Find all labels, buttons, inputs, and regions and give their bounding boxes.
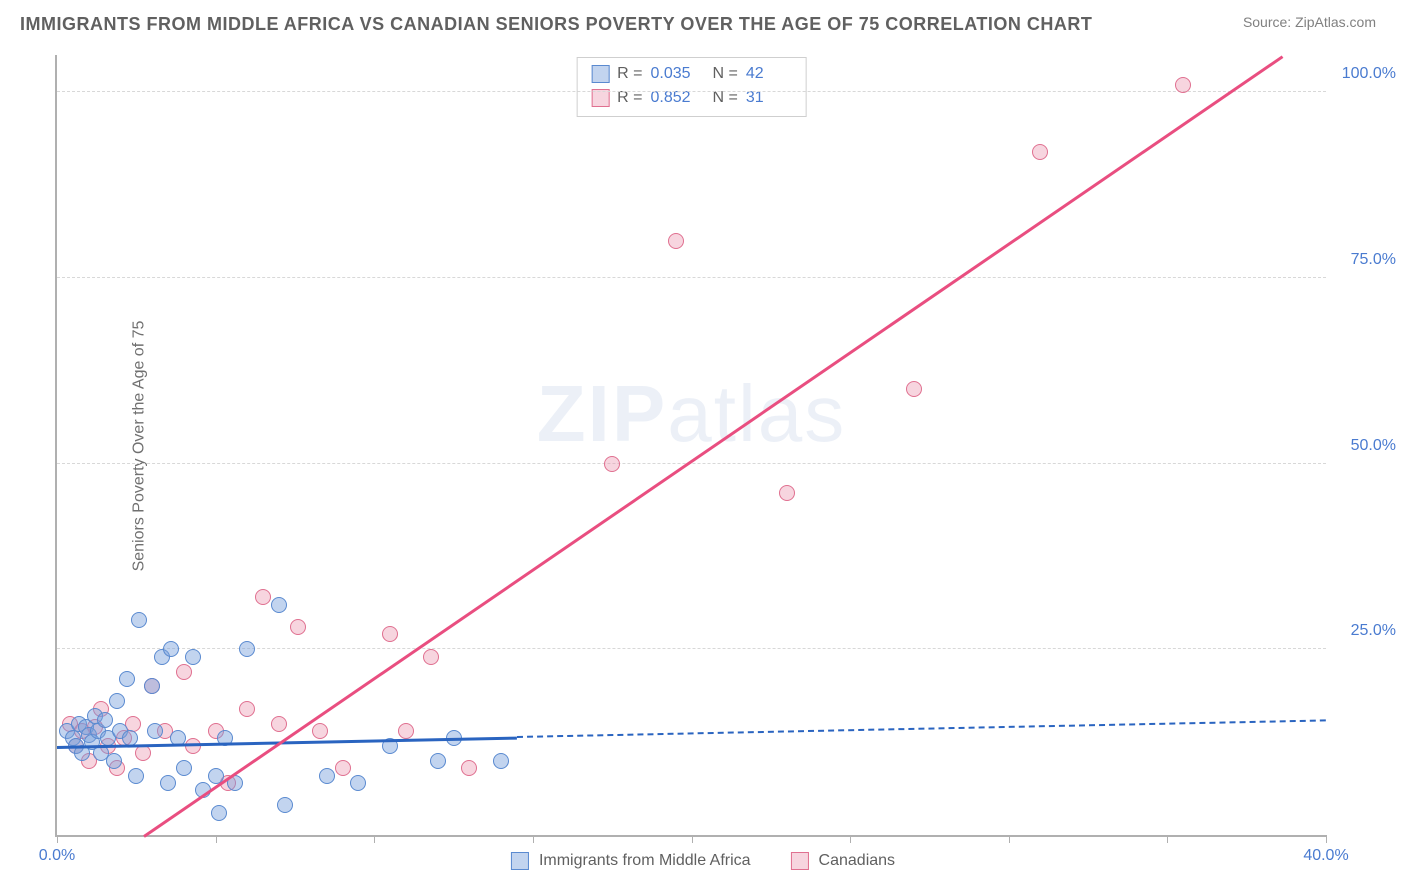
legend-n-value: 42	[746, 62, 792, 86]
legend-r-label: R =	[617, 86, 642, 110]
data-point-blue	[185, 649, 201, 665]
legend-n-label: N =	[713, 62, 738, 86]
x-tick-label: 0.0%	[39, 847, 75, 865]
legend-r-label: R =	[617, 62, 642, 86]
x-tick	[1326, 835, 1327, 843]
data-point-blue	[319, 768, 335, 784]
legend-r-value: 0.035	[651, 62, 697, 86]
data-point-pink	[423, 649, 439, 665]
data-point-pink	[135, 745, 151, 761]
scatter-plot: ZIPatlas R =0.035N =42R =0.852N =31 25.0…	[55, 55, 1326, 837]
data-point-blue	[147, 723, 163, 739]
x-tick	[374, 835, 375, 843]
legend-swatch-blue	[591, 65, 609, 83]
y-tick-label: 25.0%	[1351, 622, 1396, 640]
data-point-pink	[398, 723, 414, 739]
series-legend: Immigrants from Middle Africa Canadians	[511, 852, 895, 870]
y-tick-label: 75.0%	[1351, 251, 1396, 269]
chart-area: ZIPatlas R =0.035N =42R =0.852N =31 25.0…	[55, 55, 1326, 837]
data-point-blue	[430, 753, 446, 769]
data-point-pink	[779, 485, 795, 501]
data-point-blue	[106, 753, 122, 769]
data-point-pink	[1032, 144, 1048, 160]
legend-label: Canadians	[819, 852, 896, 870]
x-tick-label: 40.0%	[1303, 847, 1348, 865]
data-point-pink	[461, 760, 477, 776]
watermark: ZIPatlas	[537, 368, 846, 460]
data-point-blue	[350, 775, 366, 791]
x-tick	[216, 835, 217, 843]
data-point-blue	[163, 641, 179, 657]
x-tick	[57, 835, 58, 843]
data-point-pink	[271, 716, 287, 732]
data-point-pink	[382, 626, 398, 642]
legend-label: Immigrants from Middle Africa	[539, 852, 751, 870]
gridline	[57, 277, 1326, 278]
source-attribution: Source: ZipAtlas.com	[1243, 14, 1376, 30]
data-point-pink	[335, 760, 351, 776]
data-point-pink	[906, 381, 922, 397]
data-point-pink	[1175, 77, 1191, 93]
x-tick	[1167, 835, 1168, 843]
legend-row: R = 0.852 N = 31	[591, 86, 792, 110]
x-tick	[692, 835, 693, 843]
legend-row: R = 0.035 N = 42	[591, 62, 792, 86]
data-point-blue	[144, 678, 160, 694]
gridline	[57, 91, 1326, 92]
trend-line-pink	[143, 55, 1284, 837]
data-point-pink	[239, 701, 255, 717]
correlation-legend: R = 0.035 N = 42 R = 0.852 N = 31	[576, 57, 807, 117]
data-point-blue	[271, 597, 287, 613]
data-point-blue	[160, 775, 176, 791]
legend-item: Canadians	[791, 852, 896, 870]
data-point-blue	[239, 641, 255, 657]
y-tick-label: 100.0%	[1342, 65, 1396, 83]
data-point-pink	[255, 589, 271, 605]
trend-line-blue-dashed	[517, 720, 1326, 739]
data-point-blue	[119, 671, 135, 687]
legend-n-value: 31	[746, 86, 792, 110]
x-tick	[850, 835, 851, 843]
data-point-blue	[128, 768, 144, 784]
data-point-pink	[176, 664, 192, 680]
data-point-pink	[312, 723, 328, 739]
x-tick	[1009, 835, 1010, 843]
data-point-blue	[97, 712, 113, 728]
data-point-blue	[493, 753, 509, 769]
data-point-blue	[109, 693, 125, 709]
data-point-blue	[211, 805, 227, 821]
data-point-blue	[131, 612, 147, 628]
data-point-blue	[176, 760, 192, 776]
legend-n-label: N =	[713, 86, 738, 110]
legend-r-value: 0.852	[651, 86, 697, 110]
y-tick-label: 50.0%	[1351, 437, 1396, 455]
data-point-pink	[668, 233, 684, 249]
legend-item: Immigrants from Middle Africa	[511, 852, 751, 870]
data-point-pink	[604, 456, 620, 472]
legend-swatch-pink	[791, 852, 809, 870]
data-point-blue	[277, 797, 293, 813]
data-point-pink	[290, 619, 306, 635]
x-tick	[533, 835, 534, 843]
legend-swatch-blue	[511, 852, 529, 870]
chart-title: IMMIGRANTS FROM MIDDLE AFRICA VS CANADIA…	[20, 14, 1092, 35]
